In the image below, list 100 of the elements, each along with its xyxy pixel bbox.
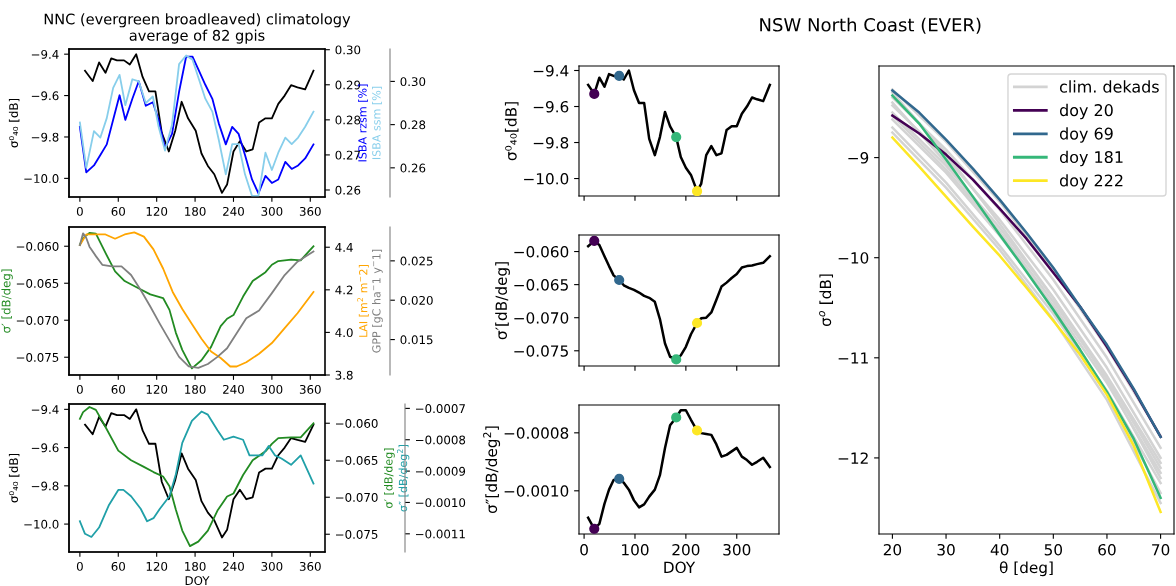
x-tick-label: 200 [672,543,700,556]
y2-tick-label: 0.28 [335,115,361,125]
y-tick-label: −9.8 [31,132,59,142]
x-tick-label: 240 [223,384,244,394]
y-tick-label: −9.4 [533,64,569,77]
y-axis-title: σ$^{o}$ [dB] [819,274,834,327]
y-tick-label: −0.065 [514,279,568,291]
y2-tick-label: 0.30 [335,45,361,55]
y3-axis-title: σ″ [dB/deg$^{2}$] [397,444,410,512]
x-tick-label: 50 [1044,543,1063,556]
y-tick-label: −0.060 [16,241,59,251]
x-tick-label: 240 [223,206,244,216]
y2-tick-label: 4.0 [335,328,353,338]
x-tick-label: 360 [299,561,321,571]
x-tick-label: 300 [261,384,283,394]
y-axis-title: σ′[dB/deg] [495,262,510,340]
y-tick-label: −9.8 [31,481,59,491]
y3-tick-label: 0.020 [400,295,433,305]
x-tick-label: 40 [990,543,1009,556]
y2-axis-title: σ′ [dB/deg] [384,448,395,508]
y3-tick-label: 0.015 [400,335,433,345]
y3-tick-label: −0.0009 [415,466,466,476]
x-tick-label: 60 [111,384,126,394]
x-tick-label: 120 [146,206,168,216]
y-tick-label: −0.075 [16,352,59,362]
x-axis-title: DOY [185,576,210,586]
y3-tick-label: −0.0011 [415,529,465,539]
x-tick-label: 60 [1098,543,1116,556]
legend-label: doy 181 [1059,150,1123,167]
y3-tick-label: 0.26 [400,163,426,173]
y3-tick-label: 0.30 [400,77,426,87]
x-tick-label: 180 [185,206,206,216]
y2-tick-label: −0.060 [335,418,378,428]
y2-tick-label: −0.075 [335,529,378,539]
x-tick-label: 120 [146,561,168,571]
y3-tick-label: −0.0007 [415,404,465,414]
y-tick-label: −11 [838,352,868,364]
y-tick-label: −0.075 [514,345,568,357]
y2-axis-title: LAI [m$^{2}$ m$^{−}$2] [357,265,369,337]
x-tick-label: 20 [883,543,902,556]
y-tick-label: −0.070 [514,312,569,324]
x-tick-label: 180 [185,561,206,571]
x-axis-title: DOY [664,561,696,574]
y-tick-label: −9.6 [31,91,59,101]
y3-axis-title: GPP [gC ha$^{−}$1 y$^{−}$1] [372,249,383,353]
x-tick-label: 300 [261,561,283,571]
y3-tick-label: 0.28 [400,120,426,130]
x-tick-label: 60 [111,561,126,571]
y3-axis-title: ISBA ssm [%] [372,86,382,160]
y3-tick-label: 0.025 [400,256,433,266]
y-tick-label: −0.0010 [504,485,569,497]
legend-label: doy 222 [1059,174,1123,190]
y-tick-label: −9.4 [31,49,59,59]
x-tick-label: 360 [299,206,321,216]
x-tick-label: 0 [76,206,83,216]
y-axis-title: σ′ [dB/deg] [1,269,13,333]
x-tick-label: 30 [937,543,955,556]
y2-tick-label: 0.26 [335,185,361,195]
y-tick-label: −9.6 [533,100,569,113]
y-axis-title: σ⁰₄₀ [dB] [8,98,20,148]
y-axis-title: σ⁰₄₀[dB] [504,102,519,161]
y-tick-label: −0.0008 [504,427,569,439]
x-tick-label: 300 [723,543,751,556]
x-tick-label: 0 [76,561,83,571]
y2-tick-label: 4.4 [335,243,353,252]
legend-label: clim. dekads [1059,80,1159,93]
y-tick-label: −10.0 [24,174,59,184]
x-tick-label: 100 [622,543,649,556]
x-tick-label: 70 [1152,543,1170,556]
y-axis-title: σ⁰₄₀ [dB] [8,453,20,503]
x-tick-label: 60 [111,206,126,216]
x-tick-label: 240 [223,561,244,571]
y2-tick-label: −0.070 [335,492,378,502]
y-tick-label: −9.8 [533,136,569,149]
x-tick-label: 120 [146,384,168,394]
y-tick-label: −0.065 [16,278,59,288]
x-tick-label: 300 [261,206,283,216]
y-tick-label: −9.4 [31,405,59,415]
y-axis-title: σ″[dB/deg$^{2}$] [483,426,501,514]
x-tick-label: 360 [299,384,321,394]
x-tick-label: 180 [185,384,206,394]
y2-tick-label: 3.8 [335,370,353,380]
x-tick-label: 0 [76,384,83,394]
y-tick-label: −9 [848,152,869,164]
y-tick-label: −10 [838,252,869,264]
y-tick-label: −10.0 [524,173,569,185]
y3-tick-label: −0.0010 [415,498,466,508]
chart-title: NNC (evergreen broadleaved) climatology average of 82 gpis [44,13,351,44]
y2-tick-label: 4.2 [335,285,353,295]
legend-label: doy 20 [1059,103,1113,120]
y-tick-label: −10.0 [24,519,59,529]
y2-tick-label: −0.065 [335,455,378,465]
y2-tick-label: 0.29 [335,80,361,90]
y2-tick-label: 0.27 [335,150,360,160]
x-tick-label: 0 [580,543,588,556]
y-tick-label: −12 [838,452,868,464]
y-tick-label: −9.6 [31,443,59,453]
y-tick-label: −0.060 [514,246,569,258]
legend-label: doy 69 [1059,127,1113,143]
y3-tick-label: −0.0008 [415,435,466,445]
